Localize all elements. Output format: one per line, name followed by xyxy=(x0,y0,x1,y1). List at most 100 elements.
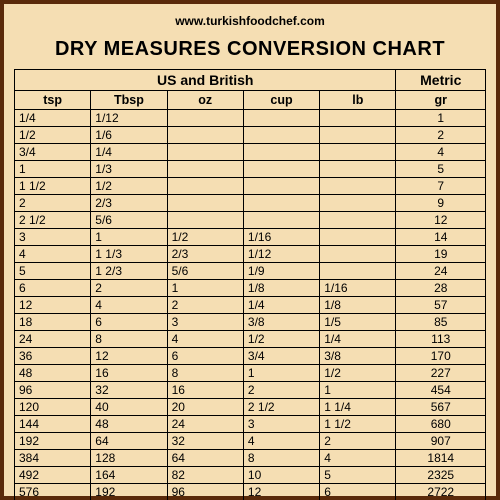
table-row: 96321621454 xyxy=(15,382,486,399)
col-oz: oz xyxy=(167,91,243,110)
table-cell: 1 1/2 xyxy=(15,178,91,195)
table-cell: 2 xyxy=(396,127,486,144)
table-row: 6211/81/1628 xyxy=(15,280,486,297)
table-row: 41 1/32/31/1219 xyxy=(15,246,486,263)
table-cell: 1 xyxy=(243,365,319,382)
table-row: 144482431 1/2680 xyxy=(15,416,486,433)
table-cell: 1/5 xyxy=(320,314,396,331)
table-cell: 5/6 xyxy=(91,212,167,229)
table-cell: 2 xyxy=(15,195,91,212)
table-cell xyxy=(167,195,243,212)
table-row: 12040202 1/21 1/4567 xyxy=(15,399,486,416)
table-cell: 1/4 xyxy=(320,331,396,348)
col-tsp: tsp xyxy=(15,91,91,110)
table-cell xyxy=(243,110,319,127)
table-cell: 1/4 xyxy=(91,144,167,161)
table-cell: 680 xyxy=(396,416,486,433)
col-cup: cup xyxy=(243,91,319,110)
table-cell: 1 xyxy=(167,280,243,297)
table-cell: 1 xyxy=(320,382,396,399)
table-cell: 24 xyxy=(15,331,91,348)
table-cell: 164 xyxy=(91,467,167,484)
table-cell: 10 xyxy=(243,467,319,484)
table-cell xyxy=(167,144,243,161)
table-cell: 3/8 xyxy=(320,348,396,365)
table-cell xyxy=(243,178,319,195)
table-cell: 1/4 xyxy=(15,110,91,127)
table-cell: 36 xyxy=(15,348,91,365)
table-cell: 5 xyxy=(396,161,486,178)
table-row: 51 2/35/61/924 xyxy=(15,263,486,280)
table-cell: 2722 xyxy=(396,484,486,500)
table-row: 22/39 xyxy=(15,195,486,212)
table-cell: 9 xyxy=(396,195,486,212)
table-cell xyxy=(320,246,396,263)
table-cell: 1/6 xyxy=(91,127,167,144)
table-cell: 120 xyxy=(15,399,91,416)
table-cell xyxy=(243,212,319,229)
table-cell: 1/16 xyxy=(320,280,396,297)
table-cell: 8 xyxy=(91,331,167,348)
table-cell: 16 xyxy=(167,382,243,399)
table-cell: 2 xyxy=(320,433,396,450)
table-cell xyxy=(243,127,319,144)
table-cell: 85 xyxy=(396,314,486,331)
table-cell xyxy=(320,110,396,127)
table-row: 1/21/62 xyxy=(15,127,486,144)
col-tbsp: Tbsp xyxy=(91,91,167,110)
table-row: 18633/81/585 xyxy=(15,314,486,331)
table-cell: 1 1/4 xyxy=(320,399,396,416)
table-cell: 1/9 xyxy=(243,263,319,280)
table-cell: 8 xyxy=(243,450,319,467)
table-cell: 6 xyxy=(167,348,243,365)
table-cell xyxy=(320,229,396,246)
table-cell: 1/16 xyxy=(243,229,319,246)
table-cell xyxy=(243,161,319,178)
table-cell xyxy=(243,144,319,161)
table-cell: 492 xyxy=(15,467,91,484)
table-cell xyxy=(167,110,243,127)
table-cell xyxy=(320,144,396,161)
chart-title: DRY MEASURES CONVERSION CHART xyxy=(14,38,486,61)
table-cell: 1/12 xyxy=(243,246,319,263)
table-cell: 28 xyxy=(396,280,486,297)
table-cell: 3 xyxy=(15,229,91,246)
table-cell xyxy=(320,263,396,280)
table-cell: 2 xyxy=(167,297,243,314)
table-cell: 12 xyxy=(15,297,91,314)
table-cell: 4 xyxy=(167,331,243,348)
group-metric: Metric xyxy=(396,70,486,91)
table-cell: 384 xyxy=(15,450,91,467)
table-cell: 5 xyxy=(15,263,91,280)
table-cell xyxy=(320,195,396,212)
table-cell xyxy=(167,127,243,144)
table-row: 2 1/25/612 xyxy=(15,212,486,229)
table-cell: 1 1/2 xyxy=(320,416,396,433)
table-cell: 1/2 xyxy=(91,178,167,195)
table-cell xyxy=(167,161,243,178)
table-cell: 144 xyxy=(15,416,91,433)
table-cell: 5/6 xyxy=(167,263,243,280)
table-cell: 576 xyxy=(15,484,91,500)
table-cell: 96 xyxy=(167,484,243,500)
table-cell: 1814 xyxy=(396,450,486,467)
table-cell: 3/4 xyxy=(15,144,91,161)
table-cell: 8 xyxy=(167,365,243,382)
table-row: 38412864841814 xyxy=(15,450,486,467)
table-cell: 18 xyxy=(15,314,91,331)
table-cell xyxy=(320,212,396,229)
table-cell: 12 xyxy=(243,484,319,500)
table-cell: 3 xyxy=(167,314,243,331)
table-cell: 1 2/3 xyxy=(91,263,167,280)
table-cell: 1/2 xyxy=(167,229,243,246)
table-row: 576192961262722 xyxy=(15,484,486,500)
table-cell: 7 xyxy=(396,178,486,195)
table-cell: 1 xyxy=(396,110,486,127)
table-cell: 907 xyxy=(396,433,486,450)
table-cell xyxy=(320,127,396,144)
table-cell: 113 xyxy=(396,331,486,348)
table-body: 1/41/1211/21/623/41/4411/351 1/21/2722/3… xyxy=(15,110,486,500)
source-url: www.turkishfoodchef.com xyxy=(14,14,486,28)
table-cell: 2/3 xyxy=(167,246,243,263)
table-cell: 64 xyxy=(91,433,167,450)
